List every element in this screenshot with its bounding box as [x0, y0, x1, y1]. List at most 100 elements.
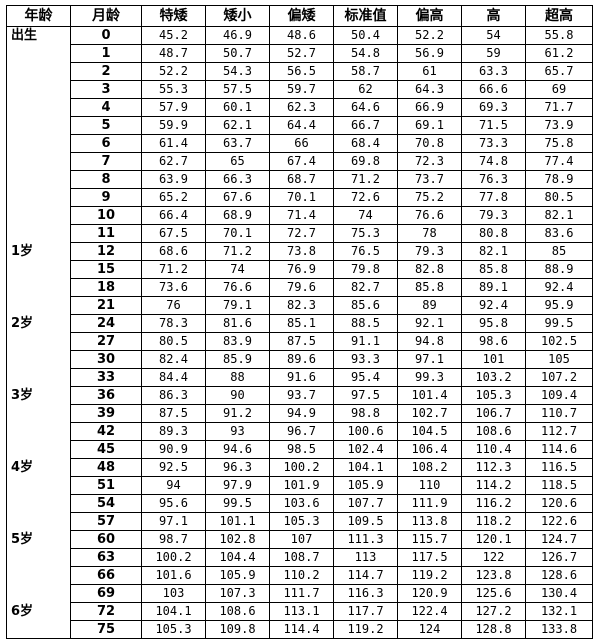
value-cell: 69.1: [397, 116, 462, 135]
value-cell: 67.6: [205, 188, 270, 207]
value-cell: 76.3: [461, 170, 526, 189]
value-cell: 92.4: [461, 296, 526, 315]
age-cell: [6, 44, 71, 63]
table-row: 3岁 36 86.3 90 93.7 97.5 101.4 105.3 109.4: [6, 386, 593, 405]
value-cell: 73.7: [397, 170, 462, 189]
table-row: 33 84.4 88 91.6 95.4 99.3 103.2 107.2: [6, 368, 593, 387]
value-cell: 99.3: [397, 368, 462, 387]
age-cell: [6, 566, 71, 585]
value-cell: 105.3: [269, 512, 334, 531]
value-cell: 77.8: [461, 188, 526, 207]
value-cell: 54: [461, 26, 526, 45]
value-cell: 68.6: [141, 242, 206, 261]
value-cell: 128.8: [461, 620, 526, 639]
month-cell: 15: [70, 260, 142, 279]
table-row: 63 100.2 104.4 108.7 113 117.5 122 126.7: [6, 548, 593, 567]
value-cell: 55.3: [141, 80, 206, 99]
month-cell: 6: [70, 134, 142, 153]
value-cell: 120.1: [461, 530, 526, 549]
value-cell: 115.7: [397, 530, 462, 549]
value-cell: 77.4: [525, 152, 593, 171]
value-cell: 79.3: [397, 242, 462, 261]
value-cell: 67.5: [141, 224, 206, 243]
month-cell: 24: [70, 314, 142, 333]
value-cell: 95.8: [461, 314, 526, 333]
table-row: 42 89.3 93 96.7 100.6 104.5 108.6 112.7: [6, 422, 593, 441]
month-cell: 45: [70, 440, 142, 459]
table-row: 21 76 79.1 82.3 85.6 89 92.4 95.9: [6, 296, 593, 315]
value-cell: 82.7: [333, 278, 398, 297]
value-cell: 54.8: [333, 44, 398, 63]
value-cell: 83.6: [525, 224, 593, 243]
age-cell: [6, 404, 71, 423]
value-cell: 128.6: [525, 566, 593, 585]
table-row: 10 66.4 68.9 71.4 74 76.6 79.3 82.1: [6, 206, 593, 225]
value-cell: 118.2: [461, 512, 526, 531]
table-row: 2岁 24 78.3 81.6 85.1 88.5 92.1 95.8 99.5: [6, 314, 593, 333]
value-cell: 113.8: [397, 512, 462, 531]
value-cell: 74: [205, 260, 270, 279]
value-cell: 101.1: [205, 512, 270, 531]
age-cell: [6, 548, 71, 567]
age-cell: 5岁: [6, 530, 71, 549]
age-cell: [6, 188, 71, 207]
table-row: 15 71.2 74 76.9 79.8 82.8 85.8 88.9: [6, 260, 593, 279]
month-cell: 39: [70, 404, 142, 423]
table-row: 18 73.6 76.6 79.6 82.7 85.8 89.1 92.4: [6, 278, 593, 297]
table-row: 27 80.5 83.9 87.5 91.1 94.8 98.6 102.5: [6, 332, 593, 351]
value-cell: 80.5: [525, 188, 593, 207]
header-age: 年龄: [6, 5, 71, 27]
value-cell: 102.8: [205, 530, 270, 549]
value-cell: 66.6: [461, 80, 526, 99]
value-cell: 98.8: [333, 404, 398, 423]
table-row: 45 90.9 94.6 98.5 102.4 106.4 110.4 114.6: [6, 440, 593, 459]
value-cell: 76.6: [397, 206, 462, 225]
value-cell: 71.5: [461, 116, 526, 135]
value-cell: 99.5: [525, 314, 593, 333]
month-cell: 0: [70, 26, 142, 45]
value-cell: 122.4: [397, 602, 462, 621]
month-cell: 36: [70, 386, 142, 405]
value-cell: 103: [141, 584, 206, 603]
value-cell: 130.4: [525, 584, 593, 603]
value-cell: 70.8: [397, 134, 462, 153]
value-cell: 92.1: [397, 314, 462, 333]
table-row: 1岁 12 68.6 71.2 73.8 76.5 79.3 82.1 85: [6, 242, 593, 261]
value-cell: 73.9: [525, 116, 593, 135]
value-cell: 89.6: [269, 350, 334, 369]
value-cell: 104.1: [141, 602, 206, 621]
table-row: 8 63.9 66.3 68.7 71.2 73.7 76.3 78.9: [6, 170, 593, 189]
value-cell: 105.3: [141, 620, 206, 639]
value-cell: 64.6: [333, 98, 398, 117]
value-cell: 66.7: [333, 116, 398, 135]
value-cell: 66: [269, 134, 334, 153]
value-cell: 124: [397, 620, 462, 639]
age-cell: 6岁: [6, 602, 71, 621]
value-cell: 68.7: [269, 170, 334, 189]
value-cell: 82.3: [269, 296, 334, 315]
value-cell: 94.9: [269, 404, 334, 423]
value-cell: 64.4: [269, 116, 334, 135]
value-cell: 122.6: [525, 512, 593, 531]
month-cell: 4: [70, 98, 142, 117]
value-cell: 101.4: [397, 386, 462, 405]
value-cell: 82.1: [525, 206, 593, 225]
value-cell: 101: [461, 350, 526, 369]
value-cell: 88.5: [333, 314, 398, 333]
value-cell: 60.1: [205, 98, 270, 117]
value-cell: 73.3: [461, 134, 526, 153]
value-cell: 110.7: [525, 404, 593, 423]
value-cell: 74.8: [461, 152, 526, 171]
month-cell: 51: [70, 476, 142, 495]
value-cell: 76.9: [269, 260, 334, 279]
month-cell: 27: [70, 332, 142, 351]
value-cell: 82.8: [397, 260, 462, 279]
value-cell: 97.1: [397, 350, 462, 369]
value-cell: 61: [397, 62, 462, 81]
value-cell: 113: [333, 548, 398, 567]
value-cell: 79.8: [333, 260, 398, 279]
value-cell: 73.6: [141, 278, 206, 297]
value-cell: 93.3: [333, 350, 398, 369]
value-cell: 91.2: [205, 404, 270, 423]
value-cell: 100.2: [269, 458, 334, 477]
